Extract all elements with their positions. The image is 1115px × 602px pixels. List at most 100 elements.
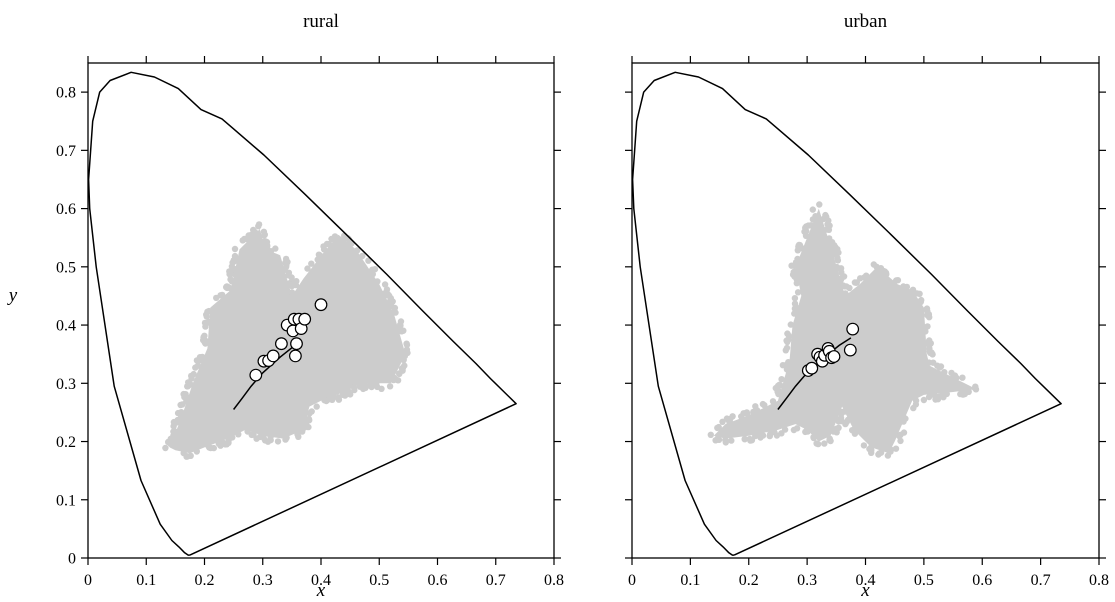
- cloud-dot: [892, 445, 900, 452]
- y-tick-label: 0.7: [56, 143, 76, 160]
- cloud-dot: [267, 436, 274, 444]
- cloud-dot: [841, 408, 848, 415]
- cloud-dot: [371, 266, 379, 273]
- cloud-dot: [396, 370, 403, 377]
- cloud-dot: [784, 330, 791, 337]
- cloud-dot: [791, 262, 798, 269]
- x-tick-label: 0.6: [972, 572, 992, 589]
- cloud-dot: [828, 246, 836, 253]
- cloud-dot: [193, 448, 200, 455]
- cloud-dot: [825, 226, 833, 233]
- cloud-dot: [288, 289, 296, 296]
- cloud-dot: [815, 440, 822, 448]
- cloud-dot: [909, 286, 917, 293]
- cloud-dot: [193, 357, 201, 364]
- cloud-dot: [882, 269, 890, 276]
- cloud-region: [169, 229, 406, 454]
- cloud-dot: [959, 374, 966, 381]
- cloud-dot: [774, 382, 782, 389]
- spectral-locus-line: [631, 71, 1062, 556]
- cloud-dot: [926, 337, 933, 344]
- x-tick-label: 0.8: [1089, 572, 1109, 589]
- grey-sample-cloud: [162, 221, 411, 460]
- cloud-dot: [783, 366, 791, 373]
- x-tick-label: 0.4: [311, 572, 331, 589]
- cloud-dot: [250, 431, 257, 438]
- x-tick-label: 0: [628, 572, 636, 589]
- x-axis-label: x: [316, 580, 326, 601]
- cloud-dot: [260, 228, 268, 235]
- cloud-dot: [920, 396, 928, 404]
- cloud-dot: [389, 298, 396, 305]
- cloud-dot: [719, 418, 726, 425]
- cloud-dot: [188, 372, 195, 380]
- data-point: [249, 368, 263, 382]
- cloud-dot: [205, 318, 212, 326]
- cloud-dot: [178, 409, 185, 416]
- cloud-dot: [830, 251, 837, 258]
- cloud-dot: [779, 362, 787, 369]
- cloud-dot: [741, 435, 749, 443]
- cloud-dot: [331, 233, 339, 240]
- cloud-region: [713, 208, 977, 454]
- panel-rural: rural 0 0.1 0.2 0.3 0.4 0.5 0.6 0.7 0.8 0 0.1 0.2 0.3…: [7, 11, 564, 601]
- cloud-dot: [194, 362, 202, 369]
- cloud-dot: [320, 246, 328, 253]
- cloud-dot: [167, 440, 174, 448]
- cloud-dot: [308, 408, 315, 415]
- y-tick-label: 0.4: [56, 318, 76, 335]
- cloud-dot: [329, 396, 336, 403]
- cloud-dot: [959, 391, 967, 398]
- cloud-dot: [755, 432, 763, 440]
- cloud-dot: [274, 438, 282, 445]
- cloud-dot: [926, 348, 933, 355]
- cloud-dot: [305, 423, 312, 431]
- cloud-dot: [162, 444, 169, 452]
- grey-sample-cloud: [707, 201, 980, 459]
- cloud-dot: [803, 427, 810, 434]
- cloud-dot: [753, 407, 761, 414]
- cloud-dot: [860, 442, 868, 449]
- x-tick-label: 0.4: [856, 572, 876, 589]
- cloud-dot: [227, 276, 234, 283]
- x-tick-label: 0: [84, 572, 92, 589]
- cloud-dot: [809, 206, 816, 213]
- cloud-dot: [299, 428, 306, 435]
- x-tick-label: 0.6: [428, 572, 448, 589]
- cloud-dot: [170, 423, 177, 430]
- x-tick-label: 0.3: [253, 572, 273, 589]
- cloud-dot: [820, 215, 827, 223]
- cloud-dot: [232, 255, 239, 263]
- x-tick-label: 0.1: [136, 572, 156, 589]
- cloud-dot: [791, 295, 799, 302]
- cloud-dot: [746, 435, 753, 443]
- cloud-dot: [202, 339, 210, 346]
- x-tick-label: 0.7: [1031, 572, 1051, 589]
- cloud-dot: [367, 381, 375, 388]
- cloud-dot: [219, 291, 226, 299]
- cloud-dot: [321, 397, 328, 404]
- cloud-dot: [925, 359, 933, 366]
- x-tick-label: 0.1: [680, 572, 700, 589]
- cloud-dot: [354, 247, 361, 254]
- cloud-dot: [250, 226, 257, 234]
- data-point: [314, 298, 328, 312]
- cloud-dot: [791, 310, 798, 317]
- cloud-dot: [924, 323, 931, 330]
- cloud-dot: [873, 263, 880, 270]
- cloud-dot: [790, 426, 798, 434]
- y-tick-label: 0: [68, 551, 76, 568]
- panel-title: urban: [844, 11, 888, 32]
- cloud-dot: [923, 306, 930, 313]
- cloud-dot: [934, 362, 941, 369]
- cloud-dot: [284, 258, 291, 266]
- cloud-dot: [785, 359, 792, 366]
- cloud-dot: [313, 403, 320, 410]
- cloud-dot: [842, 290, 849, 297]
- cloud-dot: [826, 235, 833, 242]
- x-axis-label: x: [860, 580, 870, 601]
- cloud-dot: [308, 260, 315, 267]
- cloud-dot: [315, 251, 323, 258]
- cloud-dot: [863, 272, 870, 279]
